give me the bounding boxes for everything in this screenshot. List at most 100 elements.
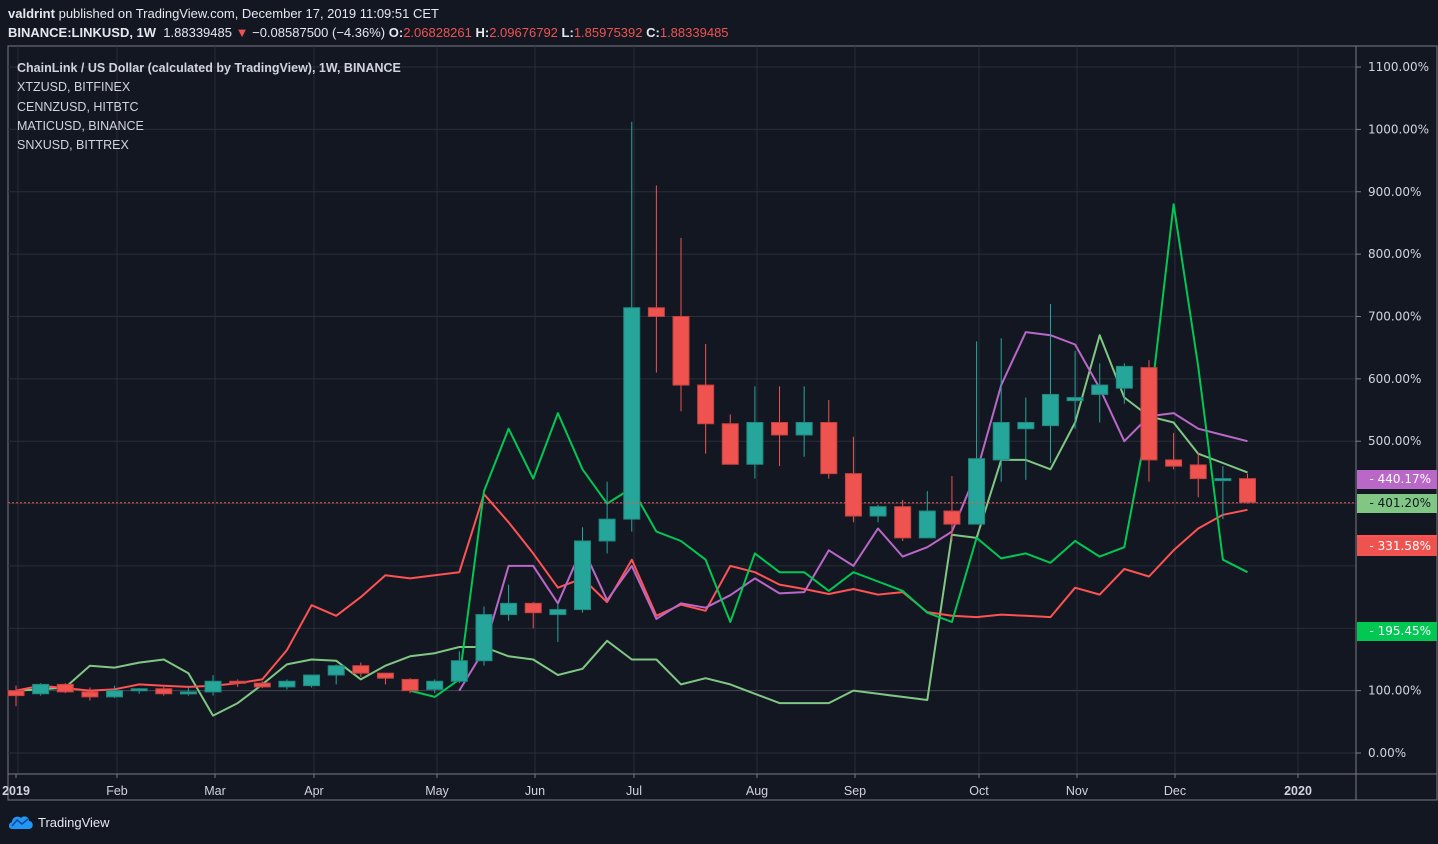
time-tick-label: Sep bbox=[844, 784, 866, 798]
time-tick-label: Jun bbox=[525, 784, 545, 798]
candle-body bbox=[303, 674, 321, 687]
price-tick-label: 800.00% bbox=[1368, 247, 1421, 261]
candle-body bbox=[352, 665, 370, 674]
price-label-maticusd: - 440.17% bbox=[1357, 469, 1437, 489]
time-tick-label: Dec bbox=[1164, 784, 1186, 798]
candle-body bbox=[1115, 365, 1133, 389]
symbol-quote: BINANCE:LINKUSD, 1W 1.88339485 ▼ −0.0858… bbox=[8, 25, 729, 40]
candle-body bbox=[179, 691, 197, 695]
high-value: 2.09676792 bbox=[489, 25, 558, 40]
candle-body bbox=[130, 688, 148, 692]
candle-body bbox=[647, 307, 665, 317]
candle-body bbox=[204, 680, 222, 693]
candle-body bbox=[820, 421, 838, 475]
chart-frame bbox=[7, 45, 1438, 801]
candle-body bbox=[450, 660, 468, 682]
high-label: H: bbox=[475, 25, 490, 40]
legend-item-cennz[interactable]: CENNZUSD, HITBTC bbox=[17, 99, 139, 114]
candle-body bbox=[1041, 393, 1059, 427]
tradingview-cloud-logo-icon bbox=[9, 816, 33, 829]
time-tick-label: Jul bbox=[626, 784, 642, 798]
candle-body bbox=[278, 680, 296, 688]
symbol: BINANCE:LINKUSD, 1W bbox=[8, 25, 157, 40]
time-tick-label: Apr bbox=[304, 784, 323, 798]
candle-body bbox=[1189, 464, 1207, 480]
time-tick-label: Aug bbox=[746, 784, 768, 798]
publish-info: valdrint published on TradingView.com, D… bbox=[8, 6, 439, 21]
candle-body bbox=[32, 683, 50, 695]
candle-body bbox=[746, 421, 764, 465]
low-label: L: bbox=[561, 25, 574, 40]
candle-body bbox=[1091, 384, 1109, 395]
candle-body bbox=[1066, 397, 1084, 402]
time-tick-label: Nov bbox=[1066, 784, 1089, 798]
candle-body bbox=[7, 690, 25, 697]
candle-body bbox=[992, 421, 1010, 461]
time-tick-label: May bbox=[425, 784, 449, 798]
candle-body bbox=[894, 506, 912, 539]
candle-body bbox=[549, 609, 567, 616]
candle-body bbox=[327, 665, 345, 676]
price-tick-label: 0.00% bbox=[1368, 746, 1406, 760]
legend-item-matic[interactable]: MATICUSD, BINANCE bbox=[17, 118, 144, 133]
candle-body bbox=[253, 682, 271, 688]
candle-body bbox=[918, 510, 936, 539]
time-tick-label: Mar bbox=[204, 784, 226, 798]
price-tick-label: 1100.00% bbox=[1368, 60, 1429, 74]
candle-body bbox=[771, 421, 789, 436]
candle-body bbox=[721, 423, 739, 465]
candle-body bbox=[1017, 421, 1035, 430]
time-tick-label: Oct bbox=[969, 784, 989, 798]
last-price: 1.88339485 bbox=[163, 25, 232, 40]
candle-body bbox=[1239, 478, 1256, 503]
candle-body bbox=[1214, 478, 1232, 482]
price-tick-label: 600.00% bbox=[1368, 372, 1421, 386]
candle-body bbox=[795, 421, 813, 436]
legend-main-series[interactable]: ChainLink / US Dollar (calculated by Tra… bbox=[17, 61, 401, 75]
price-tick-label: 500.00% bbox=[1368, 434, 1421, 448]
candle-body bbox=[623, 307, 641, 520]
candle-body bbox=[1140, 367, 1158, 461]
low-value: 1.85975392 bbox=[573, 25, 643, 40]
price-tick-label: 1000.00% bbox=[1368, 122, 1429, 136]
candle-body bbox=[697, 384, 715, 425]
price-tick-label: 900.00% bbox=[1368, 185, 1421, 199]
brand-name: TradingView bbox=[38, 814, 110, 830]
price-tick-label: 700.00% bbox=[1368, 309, 1421, 323]
candle-body bbox=[426, 680, 444, 690]
candle-body bbox=[155, 688, 173, 695]
candle-body bbox=[500, 602, 518, 616]
open-label: O: bbox=[388, 25, 404, 40]
candle-body bbox=[968, 458, 986, 525]
candle-body bbox=[524, 602, 542, 614]
close-value: 1.88339485 bbox=[659, 25, 729, 40]
price-label-snxusd: - 195.45% bbox=[1357, 622, 1437, 642]
candle-body bbox=[401, 678, 419, 692]
price-tick-label: 100.00% bbox=[1368, 684, 1421, 698]
candle-body bbox=[598, 518, 616, 542]
chart-legend: ChainLink / US Dollar (calculated by Tra… bbox=[17, 59, 401, 155]
candle-body bbox=[475, 614, 493, 662]
legend-item-snx[interactable]: SNXUSD, BITTREX bbox=[17, 138, 129, 153]
candle-body bbox=[229, 680, 247, 684]
legend-item-xtz[interactable]: XTZUSD, BITFINEX bbox=[17, 80, 131, 95]
author: valdrint bbox=[8, 6, 55, 21]
candle-body bbox=[573, 540, 591, 611]
candle-body bbox=[844, 473, 862, 517]
price-label-linkusd: - 331.58% bbox=[1357, 537, 1437, 557]
candle-body bbox=[943, 510, 961, 525]
candle-body bbox=[869, 506, 887, 517]
candle-body bbox=[81, 691, 99, 698]
open-value: 2.06828261 bbox=[403, 25, 472, 40]
candle-body bbox=[672, 315, 690, 386]
candle-body bbox=[376, 672, 394, 679]
series-line-xtzusd bbox=[15, 334, 1248, 717]
triangle-down-icon: ▼ bbox=[235, 25, 249, 40]
footer-brand: TradingView bbox=[8, 814, 110, 830]
candle-body bbox=[106, 690, 124, 698]
candle-body bbox=[1165, 459, 1183, 467]
change: −0.08587500 (−4.36%) bbox=[252, 25, 386, 40]
time-tick-label: Feb bbox=[106, 784, 128, 798]
series-line-snxusd bbox=[409, 203, 1248, 698]
